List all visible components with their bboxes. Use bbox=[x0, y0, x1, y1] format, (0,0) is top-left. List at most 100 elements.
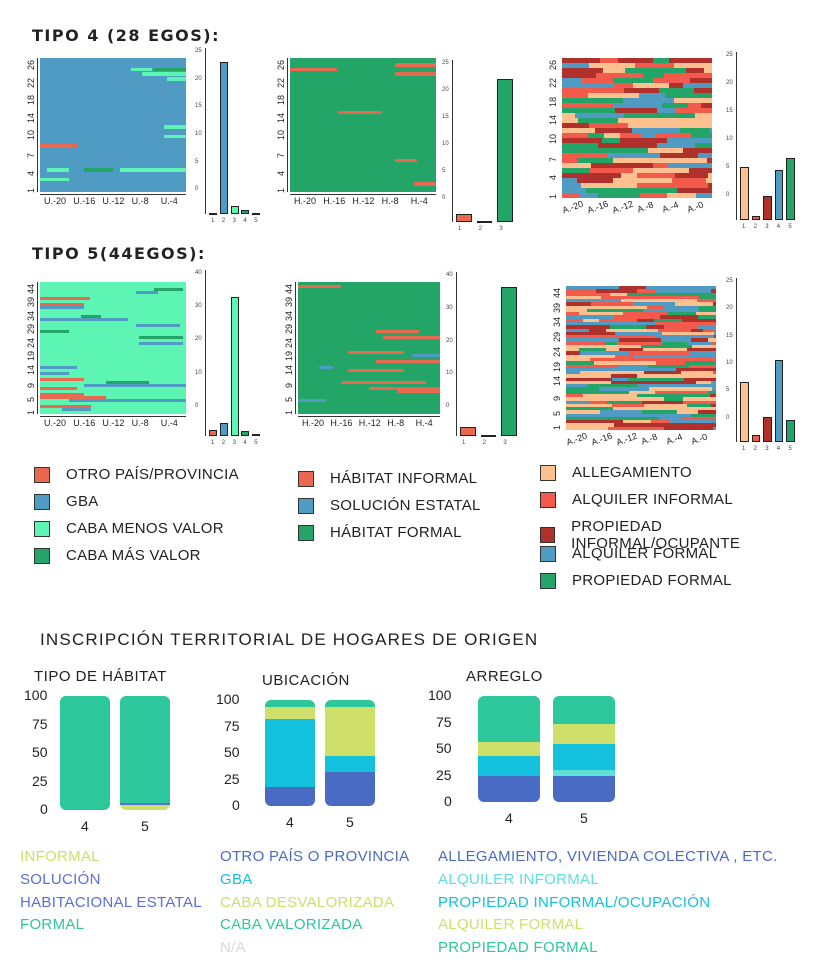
stacked-bar-5 bbox=[325, 700, 375, 806]
t5-arr-seq-segment bbox=[642, 308, 701, 313]
t5-arr-seq-segment bbox=[671, 423, 716, 428]
t5-arr-seq-segment bbox=[566, 426, 609, 430]
t4-arr-seq-segment bbox=[602, 148, 649, 154]
t4-arr-seq-segment bbox=[608, 153, 661, 159]
t4-loc-hist-bar bbox=[219, 61, 228, 214]
t4-arr-seq-segment bbox=[603, 68, 626, 74]
t4-arr-ytick: 7 bbox=[548, 156, 558, 162]
t5-loc-ytick: 5 bbox=[26, 396, 36, 402]
t5-loc-seq-segment bbox=[40, 297, 90, 300]
t5-loc-ytick: 19 bbox=[26, 351, 36, 362]
t4-arr-seq-segment bbox=[617, 58, 655, 64]
t5-arr-seq-segment bbox=[618, 318, 638, 323]
t4-arr-hist-ytick: 20 bbox=[726, 80, 733, 86]
t5-hab-hist-bar bbox=[480, 434, 497, 437]
t4-loc-seq-segment bbox=[164, 134, 186, 139]
t5-loc-seq-segment bbox=[40, 306, 84, 309]
t5-arr-seq-segment bbox=[632, 302, 677, 307]
stacked-segment bbox=[265, 706, 315, 720]
loc-legend-swatch bbox=[34, 520, 50, 537]
t5-arr-seq-segment bbox=[566, 410, 601, 415]
t4-arr-hist-bar bbox=[786, 157, 796, 220]
t5-hab-hist-ytick: 30 bbox=[446, 304, 453, 311]
t4-hab-heatmap bbox=[290, 58, 436, 192]
t5-hab-seq-segment bbox=[376, 360, 440, 363]
t5-arr-seq-segment bbox=[712, 426, 716, 430]
t4-arr-hist-ytick: 15 bbox=[726, 108, 733, 114]
t4-arr-seq-segment bbox=[613, 83, 634, 89]
hab2-legend-label: HABITACIONAL ESTATAL bbox=[20, 893, 202, 911]
t5-arr-seq-segment bbox=[566, 407, 614, 411]
t5-arr-seq-segment bbox=[566, 403, 595, 408]
t4-arr-seq-segment bbox=[640, 193, 668, 198]
t5-loc-seq-segment bbox=[40, 396, 106, 399]
t5-hab-xtick: H.-8 bbox=[387, 418, 405, 428]
t4-loc-seq-segment bbox=[164, 125, 186, 129]
t5-loc-xtick: U.-16 bbox=[73, 418, 96, 428]
t5-arr-seq-segment bbox=[566, 302, 592, 307]
t5-arr-seq-segment bbox=[566, 286, 621, 290]
t5-arr-seq-segment bbox=[566, 384, 590, 388]
t5-arr-seq-segment bbox=[624, 322, 657, 326]
t5-hab-heatmap bbox=[298, 282, 440, 414]
stacked-ytick: 25 bbox=[32, 772, 48, 789]
t5-hab-hist-ytick: 0 bbox=[446, 403, 450, 410]
t5-arr-ytick: 24 bbox=[552, 346, 562, 357]
t5-arr-ytick: 14 bbox=[552, 376, 562, 387]
t5-arr-seq-segment bbox=[566, 344, 624, 349]
stacked-ytick: 25 bbox=[436, 766, 452, 783]
stacked-segment bbox=[325, 771, 375, 806]
t5-arr-seq-segment bbox=[602, 305, 648, 310]
t5-arr-seq-segment bbox=[684, 295, 701, 300]
t4-arr-hist-bar bbox=[774, 170, 784, 220]
t5-arr-seq-segment bbox=[672, 354, 716, 359]
t4-arr-hist-bar bbox=[763, 196, 772, 220]
loc-legend-label: CABA MÁS VALOR bbox=[66, 547, 201, 564]
t5-loc-ytick: 29 bbox=[26, 324, 36, 335]
t4-loc-ytick: 7 bbox=[26, 153, 36, 159]
stacked-ytick: 25 bbox=[224, 770, 240, 787]
t5-arr-seq-segment bbox=[699, 308, 716, 313]
t4-arr-seq-segment bbox=[575, 113, 626, 119]
t5-arr-seq-segment bbox=[606, 400, 643, 405]
t4-loc-seq-segment bbox=[47, 168, 70, 172]
t5-arr-seq-segment bbox=[692, 344, 716, 349]
t5-hab-seq-segment bbox=[340, 381, 426, 384]
t4-arr-seq-segment bbox=[578, 108, 616, 114]
hab-legend-swatch bbox=[298, 524, 314, 541]
t5-arr-xtick: A.-12 bbox=[614, 430, 639, 448]
t5-arr-seq-segment bbox=[684, 361, 716, 366]
stacked-chart-title: ARREGLO bbox=[466, 668, 543, 685]
arr-legend-item: ALQUILER FORMAL bbox=[540, 545, 717, 562]
t5-arr-ytick: 9 bbox=[552, 396, 562, 402]
hab-legend-item: HÁBITAT INFORMAL bbox=[298, 470, 477, 487]
t5-arr-seq-segment bbox=[580, 371, 646, 375]
t5-arr-seq-segment bbox=[605, 328, 659, 333]
t4-arr-seq-segment bbox=[698, 153, 712, 159]
t4-arr-xtick: A.-20 bbox=[560, 198, 585, 216]
t4-hab-xtick: H.-4 bbox=[410, 196, 428, 206]
t5-hab-ytick: 29 bbox=[284, 324, 294, 335]
t5-loc-seq-segment bbox=[40, 366, 77, 369]
t5-arr-seq-segment bbox=[566, 380, 613, 385]
t4-loc-hist-bar bbox=[230, 206, 239, 214]
t5-loc-ytick: 39 bbox=[26, 297, 36, 308]
t4-hab-hist-xtick: 3 bbox=[499, 226, 503, 232]
loc-legend-swatch bbox=[34, 493, 50, 510]
t5-arr-seq-segment bbox=[646, 305, 665, 310]
t5-loc-xtick: U.-20 bbox=[44, 418, 67, 428]
t5-arr-seq-segment bbox=[697, 299, 716, 303]
t5-loc-ytick: 14 bbox=[26, 364, 36, 375]
t4-arr-seq-segment bbox=[707, 173, 712, 179]
t4-arr-seq-segment bbox=[624, 113, 673, 119]
t5-loc-seq-segment bbox=[136, 291, 159, 294]
t5-hab-ytick: 5 bbox=[284, 396, 294, 402]
t5-arr-seq-segment bbox=[566, 315, 615, 320]
arr-legend-label: ALQUILER FORMAL bbox=[572, 545, 718, 562]
t4-arr-seq-segment bbox=[588, 123, 606, 129]
hab-legend-label: HÁBITAT INFORMAL bbox=[330, 470, 478, 487]
t4-arr-ytick: 22 bbox=[548, 78, 558, 89]
t4-arr-seq-segment bbox=[690, 133, 712, 139]
t4-arr-ytick: 14 bbox=[548, 115, 558, 126]
t5-arr-seq-segment bbox=[566, 318, 584, 323]
